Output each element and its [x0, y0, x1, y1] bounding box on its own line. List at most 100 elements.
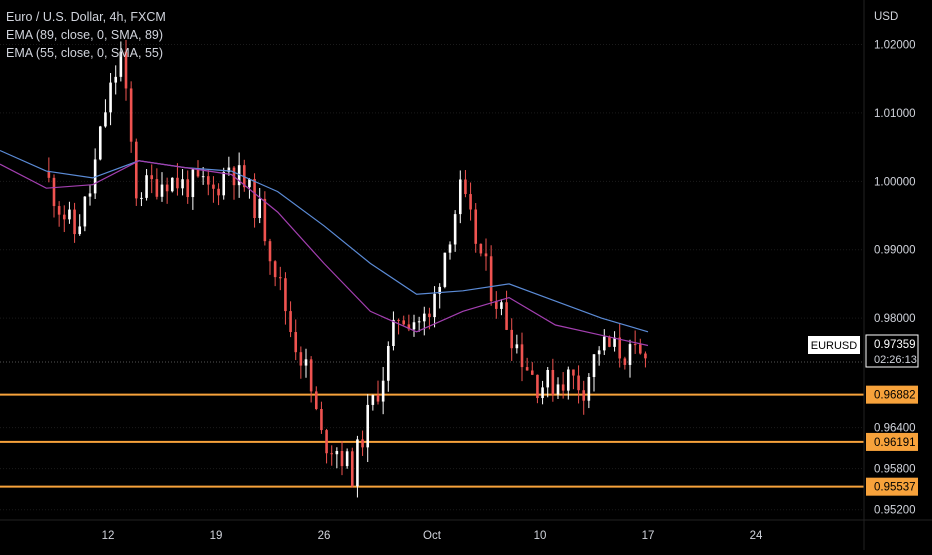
last-price-label: EURUSD 0.97359 02:26:13	[808, 334, 919, 368]
candle-body	[181, 179, 184, 189]
ema-89-legend[interactable]: EMA (89, close, 0, SMA, 89)	[6, 28, 164, 42]
candle-body	[150, 175, 154, 180]
symbol-tag: EURUSD	[811, 340, 858, 352]
candle-body	[309, 359, 313, 392]
candle-body	[386, 346, 390, 381]
price-tick-label: 0.99000	[874, 245, 916, 257]
candle-body	[83, 196, 87, 227]
candle-body	[212, 184, 215, 189]
candle-body	[361, 439, 364, 448]
candle-body	[530, 370, 534, 375]
candle-body	[145, 175, 148, 198]
price-axis[interactable]: USD 1.02000 1.01000 1.00000 0.99000 0.98000 0…	[863, 0, 916, 550]
ema-89-line	[0, 149, 649, 333]
candle-body	[525, 367, 529, 371]
candle-body	[191, 169, 195, 198]
last-price-value: 0.97359	[874, 339, 916, 351]
candle-body	[587, 377, 591, 401]
candle-body	[561, 384, 565, 391]
support-level-value: 0.96191	[874, 437, 916, 449]
candle-body	[201, 176, 205, 178]
support-level-tag	[866, 432, 918, 451]
candle-body	[628, 344, 632, 365]
candle-body	[371, 395, 375, 405]
symbol-title[interactable]: Euro / U.S. Dollar, 4h, FXCM	[6, 10, 166, 24]
grid-lines	[0, 43, 864, 511]
candle-body	[62, 214, 66, 220]
candle-body	[453, 214, 457, 245]
candle-body	[124, 51, 128, 89]
candle-body	[500, 302, 503, 309]
candle-body	[263, 198, 267, 242]
candle-body	[407, 324, 411, 330]
date-tick-label: 17	[642, 530, 655, 542]
candle-body	[402, 320, 406, 325]
candle-body	[392, 319, 395, 347]
support-level-value: 0.96882	[874, 390, 916, 402]
candle-body	[638, 344, 642, 354]
date-tick-label: 24	[750, 530, 763, 542]
candle-body	[320, 408, 323, 431]
price-tick-label: 0.95800	[874, 464, 916, 476]
price-tick-label: 1.01000	[874, 108, 916, 120]
candle-body	[160, 184, 164, 197]
time-axis[interactable]: 12 19 26 Oct 10 17 24	[0, 519, 932, 542]
candle-body	[613, 337, 616, 347]
candle-body	[505, 302, 508, 330]
candle-body	[68, 209, 71, 220]
candle-body	[633, 344, 637, 346]
candle-body	[356, 439, 359, 487]
candle-body	[299, 352, 303, 366]
candle-body	[592, 354, 596, 378]
candle-body	[289, 311, 292, 333]
date-tick-label: 19	[210, 530, 223, 542]
horizontal-levels: 0.96882 0.96191 0.95537	[0, 361, 918, 496]
candle-body	[278, 277, 282, 279]
candle-body	[165, 184, 169, 192]
candle-body	[469, 194, 472, 210]
price-tick-label: 1.00000	[874, 176, 916, 188]
support-level-value: 0.95537	[874, 482, 916, 494]
candle-body	[335, 450, 339, 455]
candle-body	[381, 380, 385, 402]
date-tick-label: 26	[318, 530, 331, 542]
candles	[47, 39, 647, 498]
candle-body	[170, 177, 174, 192]
ema-55-legend[interactable]: EMA (55, close, 0, SMA, 55)	[6, 46, 164, 60]
chart-legend[interactable]: Euro / U.S. Dollar, 4h, FXCM EMA (89, cl…	[6, 8, 166, 62]
candle-body	[78, 226, 82, 235]
candle-body	[572, 369, 575, 376]
candle-body	[114, 76, 118, 83]
candle-body	[536, 374, 539, 399]
candle-body	[618, 337, 622, 359]
ema-lines	[0, 149, 649, 347]
candle-body	[248, 179, 251, 188]
support-level-tag	[866, 477, 918, 496]
candle-body	[47, 171, 51, 178]
candle-body	[556, 384, 560, 395]
candle-body	[443, 252, 447, 287]
support-level-tag	[866, 385, 918, 404]
candle-body	[397, 319, 400, 321]
candle-body	[186, 179, 190, 198]
candle-body	[644, 353, 647, 359]
candle-body	[294, 332, 298, 353]
last-price-box	[865, 334, 919, 368]
candle-body	[119, 51, 123, 77]
candle-body	[325, 430, 328, 454]
bar-countdown: 02:26:13	[874, 354, 917, 366]
candle-body	[304, 359, 308, 366]
candle-body	[458, 179, 462, 215]
candle-body	[412, 322, 416, 330]
ema-55-line	[0, 160, 649, 347]
candle-body	[155, 179, 159, 197]
candle-body	[176, 177, 179, 189]
candle-body	[623, 358, 627, 365]
candle-body	[284, 278, 287, 312]
candle-body	[546, 369, 550, 388]
candle-body	[479, 243, 483, 254]
candle-body	[222, 171, 226, 196]
candle-body	[484, 253, 488, 257]
